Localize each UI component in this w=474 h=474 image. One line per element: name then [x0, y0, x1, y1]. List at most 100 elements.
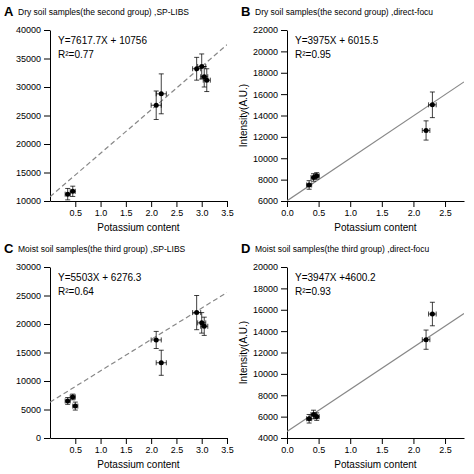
y-axis-tick-mark — [44, 87, 50, 88]
x-error-cap — [166, 91, 167, 96]
y-axis-tick-label: 10000 — [16, 376, 41, 386]
y-axis-tick-mark — [281, 374, 287, 375]
y-axis-tick-label: 16000 — [253, 305, 278, 315]
x-axis-tick-label: 1.0 — [344, 208, 357, 218]
y-axis-tick-label: 12000 — [253, 348, 278, 358]
y-error-cap — [307, 423, 312, 424]
point — [307, 182, 312, 187]
y-axis-tick: 10000 — [16, 376, 50, 386]
x-error-cap — [422, 337, 423, 342]
x-axis-tick-mark — [350, 201, 351, 207]
x-axis-tick-label: 3.5 — [221, 208, 234, 218]
y-error-cap — [430, 91, 435, 92]
x-axis-line — [288, 438, 465, 439]
error-bars — [156, 74, 166, 114]
title: Dry soil samples(the second group) ,dire… — [255, 7, 433, 17]
x-axis-tick-label: 3.0 — [196, 208, 209, 218]
marks — [287, 82, 464, 201]
point — [307, 416, 312, 421]
y-error-cap — [202, 87, 207, 88]
error-bars — [422, 330, 430, 349]
y-axis-tick-mark — [281, 137, 287, 138]
x-axis-tick-mark — [101, 438, 102, 444]
y-axis-tick-mark — [44, 353, 50, 354]
y-axis-tick-label: 20000 — [16, 139, 41, 149]
x-error-cap — [422, 128, 423, 133]
x-axis: 0.00.51.01.52.02.5 — [281, 438, 464, 455]
y-axis-tick-label: 14000 — [253, 327, 278, 337]
x-axis-tick: 3.0 — [196, 201, 209, 218]
x-axis-tick: 2.5 — [171, 438, 184, 455]
x-axis-tick-mark — [382, 438, 383, 444]
x-axis: 0.51.01.52.02.53.03.5 — [51, 438, 234, 455]
y-axis-tick: 20000 — [253, 47, 287, 57]
x-axis-tick: 0.5 — [313, 201, 326, 218]
error-bars — [201, 317, 208, 335]
x-axis-tick: 1.5 — [120, 201, 133, 218]
y-axis-tick-label: 6000 — [258, 412, 278, 422]
y-error-cap — [194, 329, 199, 330]
y-axis-tick-label: 35000 — [16, 54, 41, 64]
marks — [50, 45, 227, 200]
y-error-cap — [307, 189, 312, 190]
x-error-cap — [161, 337, 162, 342]
y-axis-tick-mark — [44, 116, 50, 117]
y-error-cap — [194, 57, 199, 58]
y-error-cap — [199, 53, 204, 54]
x-axis-tick: 1.5 — [120, 438, 133, 455]
x-axis-tick-mark — [319, 201, 320, 207]
panel-label: C — [4, 241, 14, 256]
y-axis-tick-label: 8000 — [258, 391, 278, 401]
x-axis-tick-mark — [75, 438, 76, 444]
y-axis-tick: 20000 — [253, 262, 287, 272]
y-error-cap — [199, 312, 204, 313]
y-error-cap — [70, 186, 75, 187]
y-axis-tick: 16000 — [253, 305, 287, 315]
point — [159, 360, 164, 365]
x-axis-tick-mark — [413, 438, 414, 444]
regression-line — [287, 82, 464, 201]
x-error-cap — [428, 312, 429, 317]
title: Moist soil samples(the third group) ,SP-… — [18, 244, 186, 254]
y-axis: 050001000015000200002500030000 — [16, 262, 51, 443]
x-axis-tick-label: 2.5 — [439, 208, 452, 218]
x-axis-tick: 0.5 — [70, 438, 83, 455]
x-axis-line — [288, 201, 465, 202]
panel: 0.51.01.52.02.53.03.51000015000200002500… — [4, 4, 234, 233]
y-axis-tick: 20000 — [16, 139, 50, 149]
y-axis-tick-label: 18000 — [253, 284, 278, 294]
x-axis-tick-mark — [202, 438, 203, 444]
y-axis-tick-label: 10000 — [16, 196, 41, 206]
x-axis-tick-label: 2.5 — [171, 208, 184, 218]
y-error-cap — [311, 410, 316, 411]
y-error-cap — [194, 80, 199, 81]
point — [430, 102, 435, 107]
y-axis-tick-mark — [281, 395, 287, 396]
y-error-cap — [424, 120, 429, 121]
x-error-cap — [156, 360, 157, 365]
y-axis-tick: 8000 — [258, 175, 287, 185]
y-error-cap — [424, 140, 429, 141]
x-axis-tick: 3.5 — [221, 438, 234, 455]
x-error-cap — [166, 360, 167, 365]
x-axis-tick-label: 2.5 — [439, 445, 452, 455]
y-axis-tick-label: 10000 — [253, 369, 278, 379]
y-error-cap — [314, 172, 319, 173]
y-error-cap — [73, 410, 78, 411]
y-axis-tick: 14000 — [253, 111, 287, 121]
x-axis-tick-mark — [350, 438, 351, 444]
y-axis-tick-label: 30000 — [16, 82, 41, 92]
y-axis-tick-label: 15000 — [16, 348, 41, 358]
x-axis-tick-label: 1.5 — [120, 445, 133, 455]
annotation: Y=3947X +4600.2R²=0.93 — [295, 272, 376, 297]
y-axis-tick: 15000 — [16, 168, 50, 178]
y-axis-tick: 22000 — [253, 25, 287, 35]
x-error-cap — [207, 324, 208, 329]
x-axis-tick: 2.0 — [408, 438, 421, 455]
x-axis-tick-label: 2.5 — [171, 445, 184, 455]
y-axis-tick: 16000 — [253, 90, 287, 100]
y-axis-tick-label: 10000 — [253, 154, 278, 164]
x-axis-tick-mark — [287, 438, 288, 444]
x-axis-tick-label: 1.0 — [95, 208, 108, 218]
y-axis-tick-mark — [281, 30, 287, 31]
